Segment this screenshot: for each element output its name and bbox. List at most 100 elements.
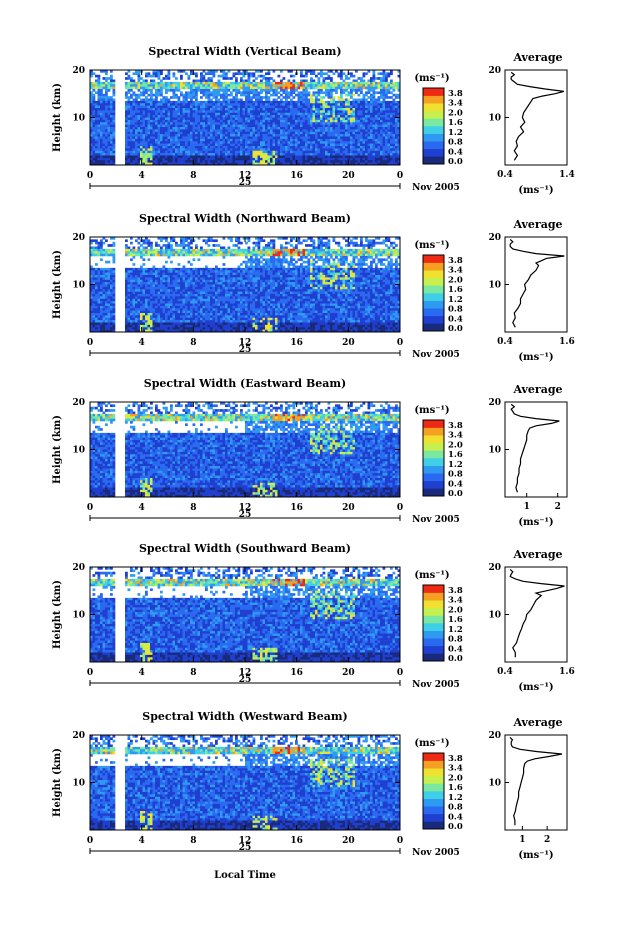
colorbar-swatch: [423, 255, 444, 263]
x-tick-label: 16: [290, 338, 303, 348]
colorbar-tick-label: 1.2: [448, 625, 463, 635]
colorbar-tick-label: 0.0: [448, 822, 463, 832]
colorbar-tick-label: 0.4: [448, 147, 463, 157]
colorbar-swatch: [423, 813, 444, 822]
avg-x-label: (ms⁻¹): [518, 850, 553, 861]
avg-x-tick-label: 2: [544, 835, 550, 845]
heatmap: [90, 237, 401, 333]
colorbar-tick-label: 2.0: [448, 773, 463, 783]
y-tick-label: 10: [72, 611, 85, 621]
colorbar-tick-label: 1.6: [448, 450, 463, 460]
heatmap: [90, 567, 401, 663]
day-label: 25: [239, 675, 252, 685]
avg-x-tick-label: 0.4: [497, 667, 513, 677]
colorbar-swatch: [423, 760, 444, 769]
panel-title: Spectral Width (Northward Beam): [139, 212, 351, 225]
colorbar-swatch: [423, 156, 444, 165]
avg-profile-line: [509, 238, 565, 328]
colorbar-tick-label: 1.2: [448, 295, 463, 305]
avg-x-tick-label: 1.6: [559, 337, 575, 347]
avg-frame: [504, 401, 568, 498]
colorbar-tick-label: 0.8: [448, 635, 463, 645]
avg-x-tick-label: 1: [524, 502, 530, 512]
y-tick-label: 20: [72, 233, 85, 243]
x-tick-label: 4: [139, 836, 145, 846]
avg-x-tick-label: 1: [519, 835, 525, 845]
avg-x-label: (ms⁻¹): [518, 352, 553, 363]
x-tick-label: 12: [239, 836, 252, 846]
x-tick-label: 0: [87, 503, 93, 513]
colorbar-swatch: [423, 753, 444, 761]
avg-title: Average: [512, 383, 562, 396]
day-label: 25: [239, 843, 252, 853]
colorbar-swatch: [423, 141, 444, 150]
x-tick-label: 8: [190, 171, 196, 181]
heatmap: [90, 735, 401, 831]
colorbar-swatch: [423, 607, 444, 616]
y-tick-label: 20: [72, 731, 85, 741]
colorbar-tick-label: 3.4: [448, 266, 463, 276]
date-label: Nov 2005: [412, 515, 460, 525]
x-tick-label: 20: [342, 836, 355, 846]
colorbar-swatch: [423, 806, 444, 815]
x-tick-label: 12: [239, 171, 252, 181]
y-axis-label: Height (km): [52, 250, 63, 319]
colorbar-swatch: [423, 133, 444, 142]
x-tick-label: 8: [190, 503, 196, 513]
colorbar-tick-label: 3.8: [448, 89, 463, 99]
colorbar-swatch: [423, 148, 444, 157]
x-tick-label: 0: [397, 338, 403, 348]
colorbar-tick-label: 0.8: [448, 470, 463, 480]
y-tick-label: 20: [72, 398, 85, 408]
x-tick-label: 0: [87, 338, 93, 348]
colorbar-swatch: [423, 442, 444, 451]
unit-label: (ms⁻¹): [414, 405, 449, 416]
avg-x-tick-label: 2: [555, 502, 561, 512]
colorbar-tick-label: 1.2: [448, 128, 463, 138]
colorbar-swatch: [423, 480, 444, 489]
x-tick-label: 4: [139, 171, 145, 181]
x-tick-label: 20: [342, 171, 355, 181]
colorbar-swatch: [423, 293, 444, 301]
x-tick-label: 0: [397, 503, 403, 513]
colorbar-tick-label: 0.4: [448, 644, 463, 654]
y-axis-label: Height (km): [52, 83, 63, 152]
x-tick-label: 16: [290, 836, 303, 846]
avg-profile-line: [510, 71, 565, 161]
x-tick-label: 0: [87, 171, 93, 181]
x-tick-label: 12: [239, 338, 252, 348]
colorbar-tick-label: 2.0: [448, 275, 463, 285]
x-tick-label: 0: [397, 836, 403, 846]
colorbar-swatch: [423, 420, 444, 428]
avg-frame: [504, 236, 568, 333]
x-tick-label: 20: [342, 668, 355, 678]
avg-y-tick-label: 10: [488, 114, 501, 124]
colorbar-swatch: [423, 110, 444, 119]
x-tick-label: 0: [397, 668, 403, 678]
colorbar-swatch: [423, 118, 444, 127]
heatmap: [90, 402, 401, 498]
avg-x-tick-label: 0.4: [497, 170, 513, 180]
day-label: 25: [239, 510, 252, 520]
avg-y-tick-label: 20: [488, 398, 501, 408]
avg-title: Average: [512, 548, 562, 561]
colorbar-swatch: [423, 783, 444, 792]
avg-y-tick-label: 10: [488, 446, 501, 456]
avg-profile-line: [509, 568, 565, 658]
colorbar-swatch: [423, 638, 444, 647]
x-tick-label: 12: [239, 503, 252, 513]
colorbar-swatch: [423, 600, 444, 609]
colorbar-swatch: [423, 450, 444, 459]
colorbar-tick-label: 0.0: [448, 324, 463, 334]
day-label: 25: [239, 345, 252, 355]
avg-x-label: (ms⁻¹): [518, 517, 553, 528]
colorbar-tick-label: 1.6: [448, 783, 463, 793]
date-label: Nov 2005: [412, 680, 460, 690]
colorbar-frame: [422, 87, 445, 165]
panel-5: Spectral Width (Westward Beam)2010Height…: [52, 710, 568, 861]
avg-title: Average: [512, 716, 562, 729]
x-tick-label: 8: [190, 338, 196, 348]
panel-2: Spectral Width (Northward Beam) 20 10 Heigh…: [52, 212, 575, 363]
y-tick-label: 20: [72, 563, 85, 573]
